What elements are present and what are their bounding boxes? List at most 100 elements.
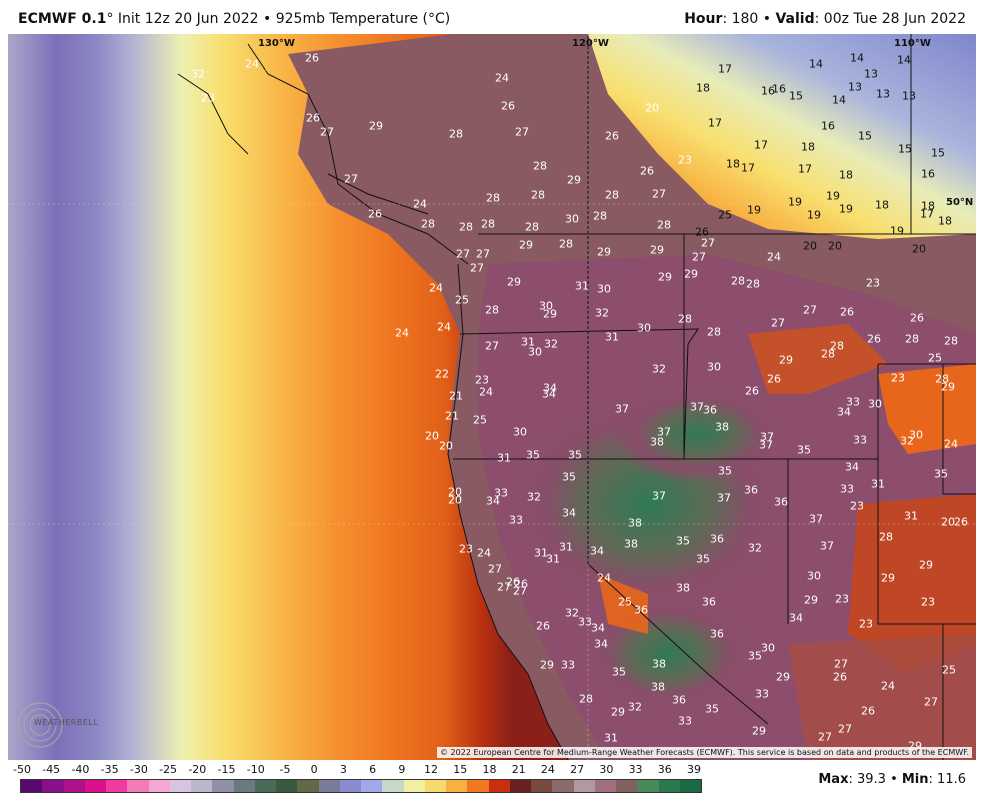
temperature-value: 19: [788, 195, 802, 209]
temperature-value: 15: [789, 89, 803, 103]
temperature-value: 24: [479, 385, 493, 399]
forecast-time: Hour: 180 • Valid: 00z Tue 28 Jun 2022: [684, 11, 966, 27]
temperature-value: 35: [568, 448, 582, 462]
temperature-value: 14: [809, 57, 823, 71]
temperature-value: 35: [718, 464, 732, 478]
temperature-value: 29: [507, 275, 521, 289]
temperature-value: 17: [718, 62, 732, 76]
temperature-value: 28: [593, 209, 607, 223]
legend-tick-label: -40: [71, 763, 90, 776]
temperature-value: 29: [779, 353, 793, 367]
temperature-value: 20: [645, 101, 659, 115]
hour-value: : 180 •: [722, 11, 776, 27]
temperature-value: 20: [448, 485, 462, 499]
temperature-map[interactable]: 26 24 32 23 24 26 26 29 27 28 27 26 20 17 18 16 16 15 14 14…: [8, 34, 976, 760]
temperature-value: 33: [846, 395, 860, 409]
temperature-value: 31: [605, 330, 619, 344]
legend-swatch: [616, 780, 638, 792]
temperature-value: 29: [941, 380, 955, 394]
legend-swatch: [169, 780, 191, 792]
temperature-value: 27: [320, 125, 334, 139]
temperature-value: 32: [900, 434, 914, 448]
temperature-value: 27: [344, 172, 358, 186]
temperature-value: 30: [565, 212, 579, 226]
legend-swatch: [233, 780, 255, 792]
temperature-value: 37: [652, 489, 666, 503]
valid-label: Valid: [775, 11, 815, 27]
temperature-value: 35: [934, 467, 948, 481]
legend-swatch: [679, 780, 701, 792]
temperature-value: 28: [559, 237, 573, 251]
temperature-value: 38: [676, 581, 690, 595]
temperature-value: 27: [497, 580, 511, 594]
legend-swatch: [424, 780, 446, 792]
temperature-value: 18: [696, 81, 710, 95]
temperature-value: 20: [828, 239, 842, 253]
temperature-value: 29: [567, 173, 581, 187]
temperature-value: 28: [579, 692, 593, 706]
temperature-value: 28: [533, 159, 547, 173]
temperature-value: 24: [495, 71, 509, 85]
temperature-value: 26: [954, 515, 968, 529]
temperature-value: 30: [761, 641, 775, 655]
legend-tick-label: 0: [310, 763, 318, 776]
temperature-value: 36: [703, 403, 717, 417]
temperature-value: 25: [928, 351, 942, 365]
temperature-value: 25: [455, 293, 469, 307]
temperature-value: 24: [767, 250, 781, 264]
temperature-value: 33: [494, 486, 508, 500]
temperature-value: 15: [931, 146, 945, 160]
temperature-value: 31: [604, 731, 618, 745]
temperature-value: 16: [921, 167, 935, 181]
legend-tick-label: -25: [159, 763, 178, 776]
legend-tick-label: 30: [599, 763, 614, 776]
temperature-value: 20: [941, 515, 955, 529]
temperature-value: 38: [652, 657, 666, 671]
temperature-value: 23: [891, 371, 905, 385]
legend-swatch: [339, 780, 361, 792]
temperature-value: 34: [542, 387, 556, 401]
temperature-value: 30: [807, 569, 821, 583]
temperature-value: 26: [306, 111, 320, 125]
temperature-value: 24: [944, 437, 958, 451]
temperature-value: 36: [672, 693, 686, 707]
temperature-value: 28: [605, 188, 619, 202]
legend-tick-label: -20: [188, 763, 207, 776]
temperature-value: 20: [425, 429, 439, 443]
legend-swatch: [106, 780, 128, 792]
legend-swatch: [297, 780, 319, 792]
legend-tick-label: 6: [369, 763, 377, 776]
temperature-value: 33: [509, 513, 523, 527]
temperature-value: 34: [591, 621, 605, 635]
temperature-value: 37: [690, 400, 704, 414]
legend-swatch: [467, 780, 489, 792]
temperature-value: 26: [745, 384, 759, 398]
temperature-value: 26: [514, 577, 528, 591]
temperature-value: 27: [485, 339, 499, 353]
min-value: : 11.6: [928, 772, 966, 787]
temperature-value: 36: [702, 595, 716, 609]
temperature-value: 29: [752, 724, 766, 738]
temperature-value: 27: [818, 730, 832, 744]
temperature-value: 26: [910, 311, 924, 325]
lon-label-110: 110°W: [894, 38, 931, 49]
temperature-value: 29: [369, 119, 383, 133]
temperature-value: 29: [650, 243, 664, 257]
temperature-value: 38: [628, 516, 642, 530]
temperature-value: 31: [904, 509, 918, 523]
legend-swatch: [361, 780, 383, 792]
temperature-value: 29: [658, 270, 672, 284]
temperature-value: 29: [597, 245, 611, 259]
temperature-value: 22: [435, 367, 449, 381]
temperature-value: 19: [839, 202, 853, 216]
temperature-value: 26: [861, 704, 875, 718]
temperature-value: 26: [640, 164, 654, 178]
temperature-value: 26: [368, 207, 382, 221]
temperature-value: 31: [559, 540, 573, 554]
temperature-value: 31: [521, 335, 535, 349]
temperature-value: 28: [481, 217, 495, 231]
temperature-value: 19: [747, 203, 761, 217]
temperature-value: 28: [486, 191, 500, 205]
temperature-value: 24: [413, 197, 427, 211]
temperature-value: 38: [650, 435, 664, 449]
